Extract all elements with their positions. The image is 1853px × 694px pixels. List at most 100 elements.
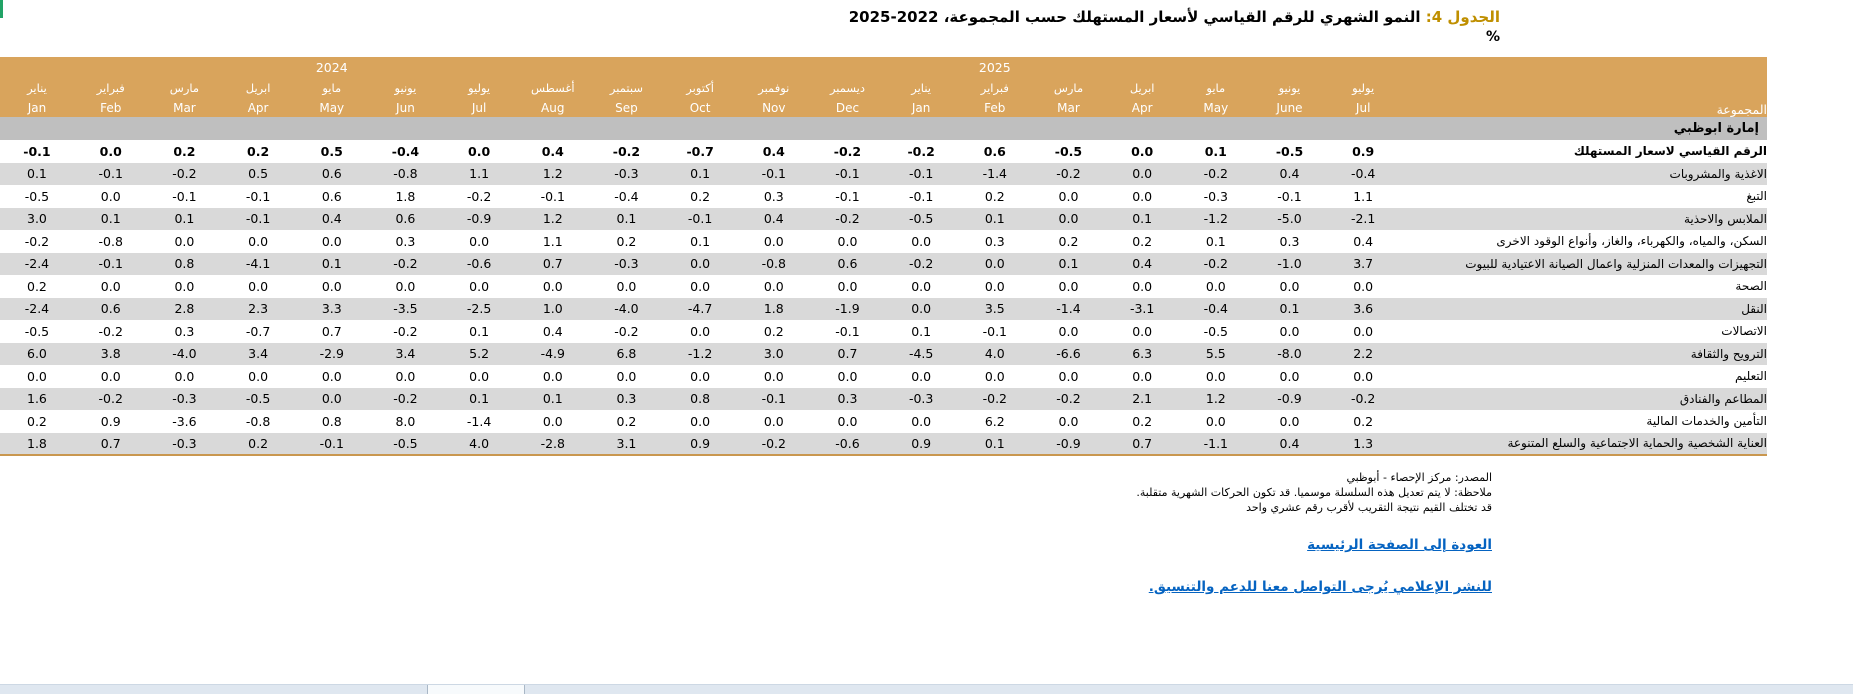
value-cell[interactable]: 6.8 — [589, 342, 664, 365]
value-cell[interactable]: 1.1 — [442, 162, 516, 185]
value-cell[interactable]: -0.4 — [1326, 162, 1400, 185]
month-header-en[interactable]: Feb — [73, 98, 148, 117]
value-cell[interactable]: 0.0 — [1205, 278, 1226, 294]
value-cell[interactable]: -2.1 — [1326, 207, 1400, 230]
value-cell[interactable]: -0.1 — [736, 387, 811, 410]
value-cell[interactable]: 0.5 — [221, 162, 295, 185]
value-cell[interactable]: -0.4 — [614, 188, 639, 204]
value-cell[interactable]: -0.2 — [73, 387, 148, 410]
value-cell[interactable]: 0.4 — [542, 323, 563, 339]
value-cell[interactable]: 4.0 — [957, 342, 1032, 365]
month-header-ar[interactable]: فبراير — [957, 78, 1032, 98]
value-cell[interactable]: 0.1 — [589, 207, 664, 230]
value-cell[interactable]: 0.0 — [1132, 188, 1153, 204]
value-cell[interactable]: 0.0 — [1031, 207, 1106, 230]
month-header-en[interactable]: Sep — [589, 98, 664, 117]
value-cell[interactable]: 1.6 — [0, 387, 74, 410]
value-cell[interactable]: -2.4 — [0, 252, 74, 275]
value-cell[interactable]: -0.3 — [1203, 188, 1229, 204]
value-cell[interactable]: 0.2 — [173, 143, 196, 159]
value-cell[interactable]: -0.5 — [24, 323, 50, 339]
value-cell[interactable]: 0.0 — [763, 413, 784, 429]
month-header-ar[interactable]: يوليو — [1326, 78, 1400, 98]
value-cell[interactable]: 3.1 — [589, 432, 664, 455]
value-cell[interactable]: -0.2 — [614, 323, 639, 339]
month-header-ar[interactable]: مارس — [147, 78, 222, 98]
row-label-cell[interactable]: المطاعم والفنادق — [1400, 387, 1767, 410]
value-cell[interactable]: -4.0 — [589, 297, 664, 320]
value-cell[interactable]: 0.5 — [320, 143, 343, 159]
media-contact-link[interactable]: للنشر الإعلامي يُرجى التواصل معنا للدعم … — [1148, 579, 1492, 595]
month-header-en[interactable]: May — [294, 98, 369, 117]
month-header-ar[interactable]: أغسطس — [515, 78, 590, 98]
value-cell[interactable]: 2.8 — [147, 297, 222, 320]
row-label-cell[interactable]: التبغ — [1746, 189, 1767, 204]
value-cell[interactable]: 0.0 — [837, 233, 858, 249]
year-header-cell[interactable] — [736, 57, 811, 78]
value-cell[interactable]: -0.1 — [810, 162, 885, 185]
value-cell[interactable]: 3.7 — [1326, 252, 1400, 275]
value-cell[interactable]: -0.1 — [221, 207, 295, 230]
month-header-en[interactable]: Nov — [736, 98, 811, 117]
value-cell[interactable]: 0.0 — [321, 233, 342, 249]
value-cell[interactable]: 5.5 — [1178, 342, 1253, 365]
value-cell[interactable]: 1.1 — [1353, 188, 1374, 204]
value-cell[interactable]: -0.5 — [1275, 143, 1304, 159]
year-header-cell[interactable] — [1252, 57, 1327, 78]
value-cell[interactable]: -0.4 — [1178, 297, 1253, 320]
value-cell[interactable]: 0.0 — [957, 252, 1032, 275]
value-cell[interactable]: -2.4 — [0, 297, 74, 320]
value-cell[interactable]: 0.4 — [762, 143, 785, 159]
value-cell[interactable]: 0.0 — [690, 368, 711, 384]
value-cell[interactable]: 0.0 — [1279, 413, 1300, 429]
home-page-link[interactable]: العودة إلى الصفحة الرئيسية — [1307, 537, 1492, 553]
value-cell[interactable]: -0.5 — [1203, 323, 1229, 339]
value-cell[interactable]: 0.0 — [1132, 323, 1153, 339]
value-cell[interactable]: -0.2 — [884, 252, 958, 275]
value-cell[interactable]: -0.1 — [245, 188, 271, 204]
value-cell[interactable]: -0.7 — [245, 323, 271, 339]
value-cell[interactable]: 0.0 — [1105, 162, 1179, 185]
value-cell[interactable]: -0.2 — [1178, 252, 1253, 275]
value-cell[interactable]: 0.2 — [1058, 233, 1079, 249]
month-header-en[interactable]: Apr — [1105, 98, 1179, 117]
month-header-en[interactable]: Mar — [147, 98, 222, 117]
value-cell[interactable]: 8.0 — [395, 413, 416, 429]
value-cell[interactable]: -4.5 — [884, 342, 958, 365]
value-cell[interactable]: -4.1 — [221, 252, 295, 275]
value-cell[interactable]: 0.2 — [1132, 233, 1153, 249]
value-cell[interactable]: -3.5 — [368, 297, 443, 320]
value-cell[interactable]: -0.5 — [221, 387, 295, 410]
month-header-en[interactable]: Dec — [810, 98, 885, 117]
value-cell[interactable]: 0.3 — [174, 323, 195, 339]
month-header-en[interactable]: Apr — [221, 98, 295, 117]
year-header-cell[interactable] — [0, 57, 74, 78]
value-cell[interactable]: -0.1 — [835, 323, 860, 339]
month-header-en[interactable]: Mar — [1031, 98, 1106, 117]
value-cell[interactable]: -0.2 — [393, 323, 418, 339]
value-cell[interactable]: 0.3 — [395, 233, 416, 249]
value-cell[interactable]: 0.0 — [1131, 143, 1154, 159]
value-cell[interactable]: -0.2 — [612, 143, 641, 159]
value-cell[interactable]: 0.1 — [0, 162, 74, 185]
value-cell[interactable]: 0.0 — [1058, 188, 1079, 204]
value-cell[interactable]: -0.5 — [368, 432, 443, 455]
value-cell[interactable]: 0.0 — [1353, 368, 1374, 384]
section-header-cell[interactable]: إمارة ابوظبي — [0, 117, 1767, 140]
month-header-ar[interactable]: فبراير — [73, 78, 148, 98]
value-cell[interactable]: 6.3 — [1105, 342, 1179, 365]
value-cell[interactable]: 0.0 — [542, 278, 563, 294]
value-cell[interactable]: 1.2 — [515, 207, 590, 230]
value-cell[interactable]: 0.2 — [763, 323, 784, 339]
value-cell[interactable]: 3.8 — [73, 342, 148, 365]
value-cell[interactable]: 3.4 — [221, 342, 295, 365]
value-cell[interactable]: -0.2 — [736, 432, 811, 455]
value-cell[interactable]: 0.0 — [100, 188, 121, 204]
value-cell[interactable]: 0.0 — [99, 143, 122, 159]
row-label-cell[interactable]: التأمين والخدمات المالية — [1646, 414, 1767, 429]
value-cell[interactable]: 0.0 — [690, 413, 711, 429]
value-cell[interactable]: 0.0 — [1353, 323, 1374, 339]
value-cell[interactable]: 0.0 — [174, 233, 195, 249]
value-cell[interactable]: 0.0 — [321, 368, 342, 384]
value-cell[interactable]: 0.3 — [763, 188, 784, 204]
